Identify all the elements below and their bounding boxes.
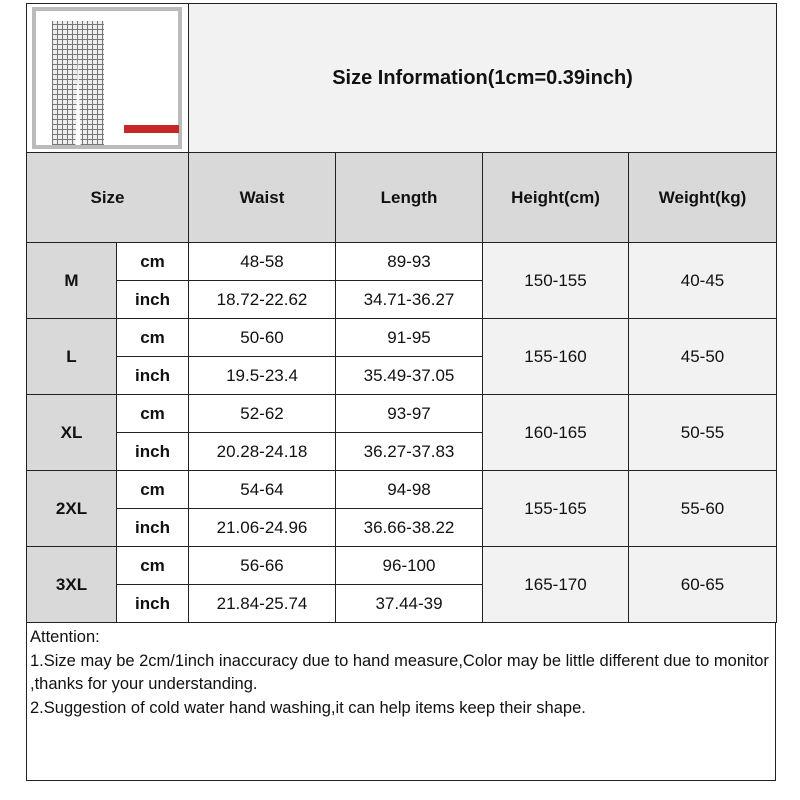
waist-cm: 50-60 [188, 318, 336, 357]
unit-cm: cm [116, 546, 189, 585]
length-cm: 89-93 [335, 242, 483, 281]
table-row: M cm 48-58 89-93 150-155 40-45 [26, 242, 778, 319]
size-label: M [26, 242, 117, 319]
notes-heading: Attention: [30, 628, 100, 646]
product-image-cell [26, 3, 189, 153]
table-row: inch 21.06-24.96 36.66-38.22 [27, 508, 777, 547]
size-label: 2XL [26, 470, 117, 547]
waist-cm: 56-66 [188, 546, 336, 585]
weight-value: 45-50 [627, 318, 778, 395]
height-value: 155-160 [482, 318, 629, 395]
unit-inch: inch [116, 432, 189, 471]
size-table: Size Information(1cm=0.39inch) Size Wais… [26, 3, 778, 623]
table-row: 3XL cm 56-66 96-100 165-170 60-65 [26, 546, 778, 623]
table-row: inch 18.72-22.62 34.71-36.27 [27, 280, 777, 319]
note-1: 1.Size may be 2cm/1inch inaccuracy due t… [30, 651, 769, 694]
header-waist: Waist [188, 152, 336, 243]
waist-cm: 52-62 [188, 394, 336, 433]
waist-cm: 48-58 [188, 242, 336, 281]
size-label: 3XL [26, 546, 117, 623]
weight-value: 50-55 [627, 394, 778, 471]
table-row: inch 21.84-25.74 37.44-39 [27, 584, 777, 623]
waist-cm: 54-64 [188, 470, 336, 509]
unit-cm: cm [116, 318, 189, 357]
size-chart: Size Information(1cm=0.39inch) Size Wais… [26, 3, 778, 781]
red-tag [124, 125, 179, 133]
length-inch: 35.49-37.05 [335, 356, 483, 395]
length-inch: 34.71-36.27 [335, 280, 483, 319]
table-row: 2XL cm 54-64 94-98 155-165 55-60 [26, 470, 778, 547]
header-weight: Weight(kg) [627, 152, 778, 243]
length-inch: 36.27-37.83 [335, 432, 483, 471]
length-cm: 94-98 [335, 470, 483, 509]
table-row: inch 20.28-24.18 36.27-37.83 [27, 432, 777, 471]
unit-inch: inch [116, 584, 189, 623]
note-2: 2.Suggestion of cold water hand washing,… [30, 698, 586, 717]
table-row: inch 19.5-23.4 35.49-37.05 [27, 356, 777, 395]
table-row: L cm 50-60 91-95 155-160 45-50 [26, 318, 778, 395]
unit-inch: inch [116, 280, 189, 319]
weight-value: 55-60 [627, 470, 778, 547]
length-inch: 36.66-38.22 [335, 508, 483, 547]
chart-title: Size Information(1cm=0.39inch) [187, 3, 778, 153]
unit-inch: inch [116, 356, 189, 395]
height-value: 155-165 [482, 470, 629, 547]
header-length: Length [335, 152, 483, 243]
length-cm: 96-100 [335, 546, 483, 585]
height-value: 165-170 [482, 546, 629, 623]
size-label: XL [26, 394, 117, 471]
length-cm: 91-95 [335, 318, 483, 357]
height-value: 150-155 [482, 242, 629, 319]
weight-value: 40-45 [627, 242, 778, 319]
unit-cm: cm [116, 242, 189, 281]
unit-cm: cm [116, 470, 189, 509]
weight-value: 60-65 [627, 546, 778, 623]
header-height: Height(cm) [482, 152, 629, 243]
product-image [32, 7, 182, 149]
height-value: 160-165 [482, 394, 629, 471]
waist-inch: 20.28-24.18 [188, 432, 336, 471]
attention-notes: Attention: 1.Size may be 2cm/1inch inacc… [26, 623, 776, 781]
unit-inch: inch [116, 508, 189, 547]
header-size: Size [26, 152, 189, 243]
waist-inch: 21.06-24.96 [188, 508, 336, 547]
size-label: L [26, 318, 117, 395]
waist-inch: 18.72-22.62 [188, 280, 336, 319]
pants-image [52, 21, 104, 145]
waist-inch: 21.84-25.74 [188, 584, 336, 623]
table-row: XL cm 52-62 93-97 160-165 50-55 [26, 394, 778, 471]
waist-inch: 19.5-23.4 [188, 356, 336, 395]
unit-cm: cm [116, 394, 189, 433]
length-cm: 93-97 [335, 394, 483, 433]
length-inch: 37.44-39 [335, 584, 483, 623]
